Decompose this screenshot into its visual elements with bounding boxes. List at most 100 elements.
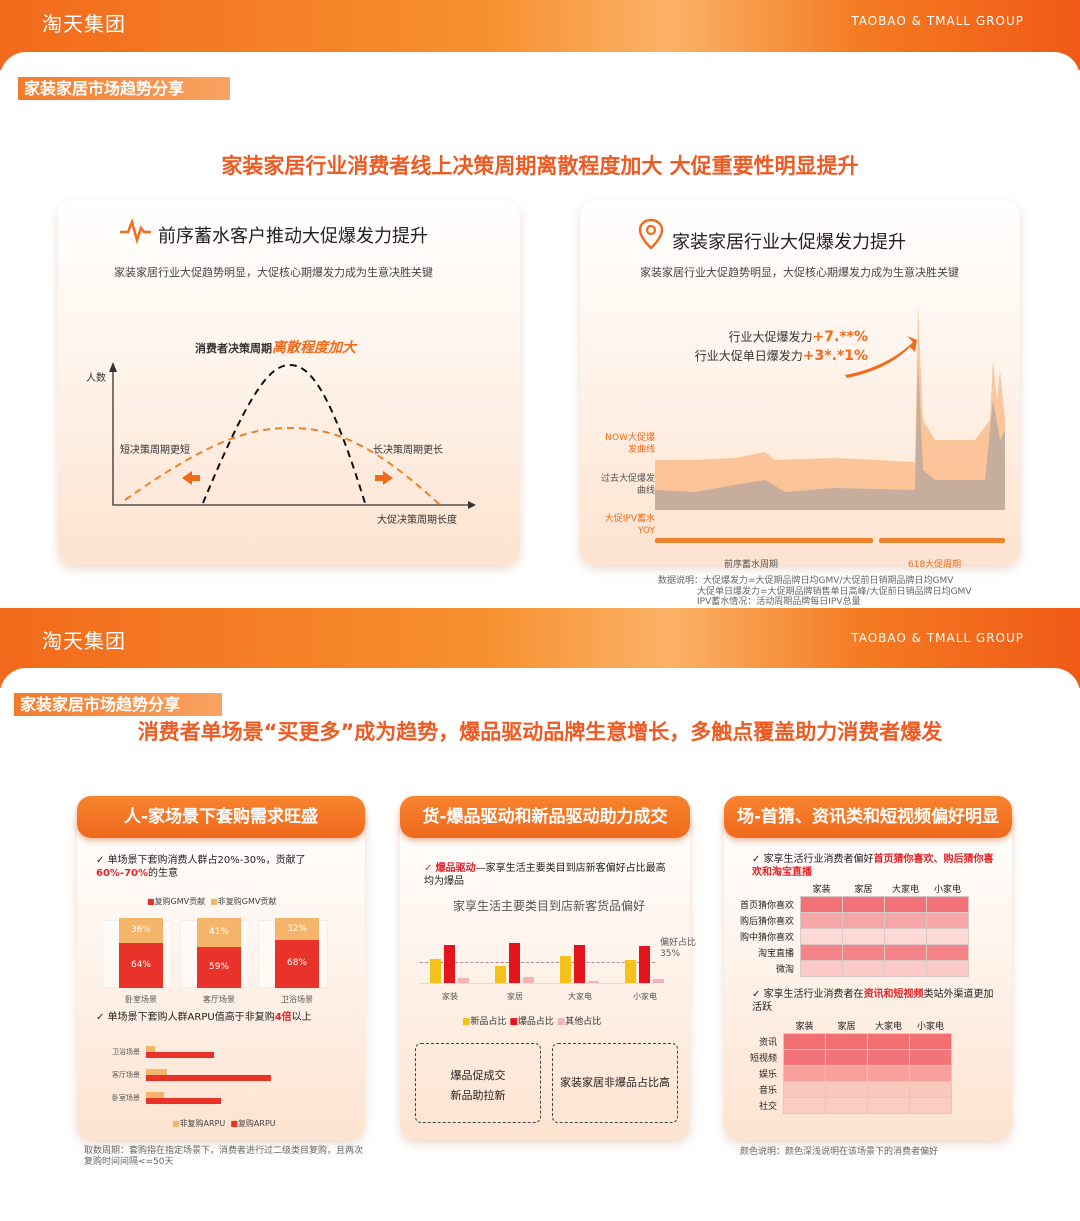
point-repeat-share: ✓ 单场景下套购消费人群占20%-30%，贡献了60%-70%的生意 [96, 855, 306, 879]
heatmap-cell [825, 1080, 869, 1098]
left-arrow-icon [182, 471, 200, 485]
card-subtitle: 家装家居行业大促趋势明显，大促核心期爆发力成为生意决胜关键 [640, 266, 959, 279]
section-tag: 家装家居市场趋势分享 [18, 77, 230, 100]
heatmap-cell [783, 1096, 827, 1114]
data-note: IPV蓄水情况：活动周期品牌每日IPV总量 [697, 597, 861, 607]
column-header: 家居 [854, 885, 873, 896]
axes [112, 370, 468, 506]
bar-repeat-gmv: 64% [119, 943, 163, 988]
bar-nonrepeat-gmv: 36% [119, 918, 163, 944]
category-label: 客厅场景 [112, 1071, 140, 1079]
footnote: 颜色说明：颜色深浅说明在该场景下的消费者偏好 [740, 1147, 939, 1157]
now-burst-area [655, 305, 1005, 510]
bar-repeat-gmv: 59% [197, 946, 241, 988]
row-label: 首页猜你喜欢 [740, 900, 795, 911]
column-header: 家装 [812, 885, 831, 896]
heatmap-row: 购中猜你喜欢 [740, 927, 970, 945]
category-label: 家装 [442, 992, 458, 1001]
heatmap-cell [884, 927, 928, 945]
heatmap-cell [842, 959, 886, 977]
legend-item: ■爆品占比 [509, 1017, 557, 1027]
slide-title: 家装家居行业消费者线上决策周期离散程度加大 大促重要性明显提升 [221, 154, 859, 178]
legend-past: 过去大促爆发曲线 [600, 474, 655, 496]
bar-nonrepeat-arpu [146, 1069, 167, 1075]
heatmap-row: 购后猜你喜欢 [740, 911, 970, 929]
heatmap-cell [909, 1032, 953, 1050]
heatmap-cell [825, 1032, 869, 1050]
summary-box-2: 家装家居非爆品占比高 [552, 1043, 678, 1123]
section-tag: 家装家居市场趋势分享 [14, 693, 222, 716]
heatmap-cell [800, 927, 844, 945]
goods-legend: ■新品占比 ■爆品占比 ■其他占比 [462, 1014, 601, 1027]
bar-repeat-arpu [146, 1098, 221, 1104]
heatmap-cell [867, 1096, 911, 1114]
heatmap-cell [825, 1048, 869, 1066]
y-axis-label: 人数 [86, 373, 106, 384]
heatmap-cell [800, 959, 844, 977]
past-burst-area [655, 360, 1005, 510]
card-subtitle: 家装家居行业大促趋势明显，大促核心期爆发力成为生意决胜关键 [114, 266, 433, 279]
heatmap-cell [842, 911, 886, 929]
promo-period-label: 618大促周期 [908, 560, 962, 570]
heatmap-cell [783, 1048, 827, 1066]
right-arrow-icon [375, 471, 393, 485]
legend-ipv: 大促IPV蓄水YOY [604, 514, 655, 536]
heatmap-cell [926, 943, 970, 961]
heatmap-cell [867, 1064, 911, 1082]
point-hot-items: ✓ 爆品驱动—家享生活主要类目到店新客偏好占比最高均为爆品 [424, 863, 666, 887]
heatmap-cell [909, 1048, 953, 1066]
bar-new [430, 959, 441, 983]
heatmap-cell [867, 1080, 911, 1098]
long-cycle-label: 长决策周期更长 [373, 445, 443, 456]
stat-single-day-burst: 行业大促单日爆发力+3*.*1% [694, 348, 868, 364]
decision-cycle-chart [109, 362, 476, 509]
heatmap-cell [884, 959, 928, 977]
bar-other [523, 977, 534, 983]
heatmap-cell [926, 959, 970, 977]
legend-now: NOW大促爆发曲线 [605, 433, 655, 455]
row-label: 娱乐 [759, 1069, 778, 1080]
point-arpu: ✓ 单场景下套购人群ARPU值高于非复购4倍以上 [96, 1012, 312, 1023]
category-label: 客厅场景 [203, 995, 235, 1004]
summary-box-1: 爆品促成交 新品助拉新 [415, 1043, 541, 1123]
heatmap-row: 微淘 [740, 959, 970, 977]
card-header: 场-首猜、资讯类和短视频偏好明显 [724, 796, 1012, 838]
pulse-icon [120, 218, 151, 244]
past-distribution-curve [202, 363, 366, 504]
trend-arrow-icon [845, 336, 917, 378]
bar-nonrepeat-arpu [146, 1092, 164, 1098]
promo-period-bar [879, 538, 1005, 543]
point-onsite: ✓ 家享生活行业消费者偏好首页猜你喜欢、购后猜你喜欢和淘宝直播 [752, 854, 994, 878]
bar-repeat-arpu [146, 1075, 271, 1081]
heatmap-cell [884, 895, 928, 913]
row-label: 购中猜你喜欢 [740, 932, 795, 943]
gmv-legend: ■复购GMV贡献 ■非复购GMV贡献 [147, 897, 277, 906]
heatmap-cell [909, 1064, 953, 1082]
category-label: 卧室场景 [112, 1094, 140, 1102]
row-label: 资讯 [759, 1037, 778, 1048]
bar-repeat-gmv: 68% [275, 940, 319, 988]
stat-burst: 行业大促爆发力+7.**% [728, 329, 868, 345]
column-header: 大家电 [875, 1022, 903, 1033]
heatmap-cell [842, 943, 886, 961]
data-note: 数据说明：大促爆发力=大促期品牌日均GMV/大促前日销期品牌日均GMV [658, 576, 954, 586]
category-label: 大家电 [568, 992, 592, 1001]
heatmap-cell [867, 1048, 911, 1066]
offsite-heatmap: 家装 家居 大家电 小家电 资讯 短视频 娱乐 音乐 社交 [750, 1019, 953, 1114]
column-header: 小家电 [917, 1022, 945, 1033]
heatmap-cell [884, 911, 928, 929]
heatmap-cell [783, 1080, 827, 1098]
chart-title: 家享生活主要类目到店新客货品偏好 [453, 899, 646, 913]
heatmap-cell [825, 1096, 869, 1114]
heatmap-cell [825, 1064, 869, 1082]
reference-label: 偏好占比 [660, 938, 697, 948]
group-name: TAOBAO & TMALL GROUP [851, 631, 1024, 645]
category-label: 家居 [507, 992, 523, 1001]
heatmap-cell [800, 895, 844, 913]
chart-annotation: 消费者决策周期离散程度加大 [195, 340, 356, 356]
category-label: 卫浴场景 [281, 995, 313, 1004]
current-distribution-curve [124, 426, 441, 506]
bar-new [625, 959, 636, 983]
bar-hot [574, 944, 585, 983]
heatmap-cell [800, 943, 844, 961]
